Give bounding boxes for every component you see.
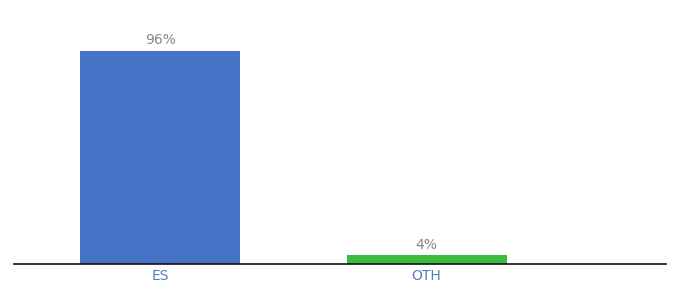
Bar bbox=[80, 51, 240, 264]
Bar bbox=[347, 255, 507, 264]
Text: 96%: 96% bbox=[145, 33, 175, 47]
Text: 4%: 4% bbox=[415, 238, 437, 252]
